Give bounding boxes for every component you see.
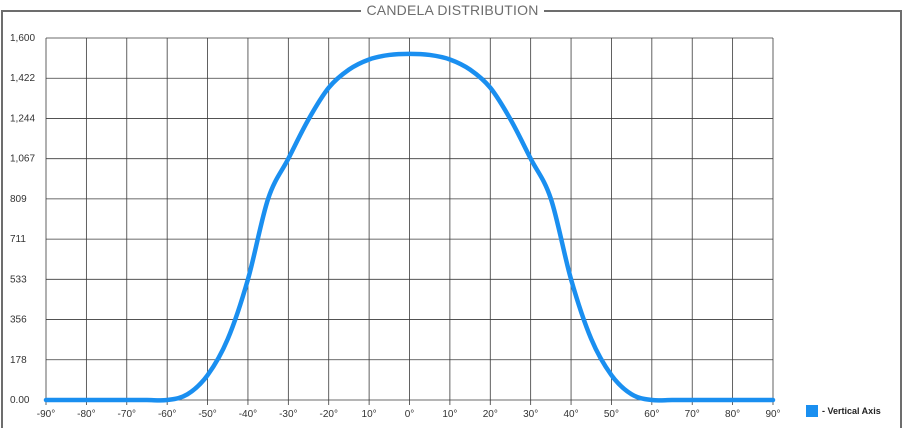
y-axis-ticks: 1,600 1,422 1,244 1,067 809 711 533 356 178 0.00 <box>10 33 35 406</box>
x-tick-label: -60° <box>158 409 176 420</box>
y-tick-label: 809 <box>10 194 27 205</box>
y-tick-label: 533 <box>10 274 27 285</box>
x-tick-label: -20° <box>319 409 337 420</box>
x-axis-ticks: -90° -80° -70° -60° -50° -40° -30° -20° 10° 0° 10°… <box>37 409 781 420</box>
y-tick-label: 178 <box>10 355 27 366</box>
x-tick-label: -50° <box>198 409 216 420</box>
legend-label: - Vertical Axis <box>822 406 881 416</box>
y-tick-label: 356 <box>10 315 27 326</box>
y-tick-label: 711 <box>10 234 26 245</box>
x-tick-label: 90° <box>765 409 780 420</box>
legend: - Vertical Axis <box>806 403 881 419</box>
x-tick-label: 80° <box>725 409 740 420</box>
chart-title: CANDELA DISTRIBUTION <box>361 2 544 18</box>
y-tick-label: 0.00 <box>10 395 30 406</box>
x-tick-label: 0° <box>405 409 415 420</box>
chart-title-wrap: CANDELA DISTRIBUTION <box>0 0 905 20</box>
x-tick-label: 70° <box>685 409 700 420</box>
x-tick-label: 10° <box>362 409 377 420</box>
series-layer <box>43 51 776 403</box>
x-tick-label: 20° <box>483 409 498 420</box>
x-tick-label: -40° <box>239 409 257 420</box>
y-tick-label: 1,244 <box>10 113 35 124</box>
grid <box>45 37 774 405</box>
legend-swatch <box>806 405 818 417</box>
x-tick-label: 40° <box>563 409 578 420</box>
y-tick-label: 1,422 <box>10 73 35 84</box>
x-tick-label: 10° <box>442 409 457 420</box>
y-tick-label: 1,067 <box>10 154 35 165</box>
x-tick-label: -30° <box>279 409 297 420</box>
x-tick-label: -70° <box>118 409 136 420</box>
series-line-vertical-axis <box>43 51 776 403</box>
x-tick-label: -80° <box>77 409 95 420</box>
x-tick-label: 30° <box>523 409 538 420</box>
x-tick-label: 60° <box>644 409 659 420</box>
x-tick-label: -90° <box>37 409 55 420</box>
x-tick-label: 50° <box>604 409 619 420</box>
y-tick-label: 1,600 <box>10 33 35 44</box>
